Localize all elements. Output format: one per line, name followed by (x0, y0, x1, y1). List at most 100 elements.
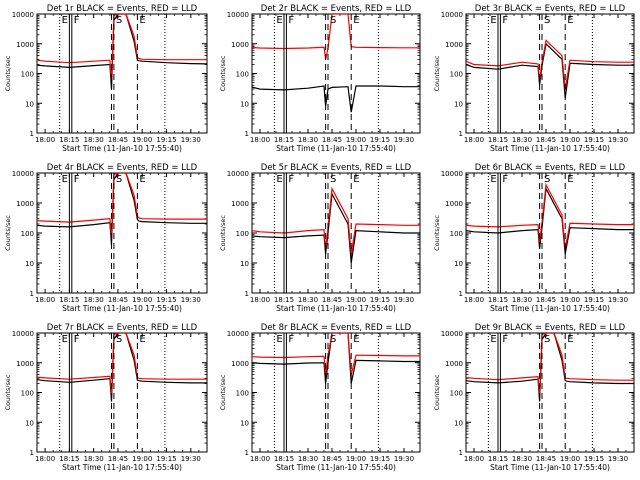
panel-title: Det 9r BLACK = Events, RED = LLD (475, 323, 626, 333)
x-axis-label: Start Time (11-Jan-10 17:55:40) (276, 463, 396, 472)
x-tick-label: 18:45 (108, 455, 128, 463)
y-tick-label: 10 (240, 100, 249, 108)
y-tick-label: 100 (450, 230, 463, 238)
y-tick-label: 1000 (231, 41, 249, 49)
y-tick-label: 1000 (231, 360, 249, 368)
y-axis-label: Counts/sec (433, 374, 441, 410)
plot-frame (465, 332, 635, 453)
y-tick-label: 100 (450, 390, 463, 398)
y-tick-label: 10000 (441, 11, 463, 19)
x-tick-label: 19:30 (608, 455, 628, 463)
x-tick-label: 18:45 (536, 296, 556, 304)
x-tick-label: 18:15 (274, 136, 294, 144)
x-tick-label: 18:00 (464, 455, 484, 463)
y-tick-label: 1 (245, 130, 249, 138)
marker-label: E (62, 174, 68, 185)
marker-label: F (74, 15, 80, 26)
y-tick-label: 10 (25, 419, 34, 427)
panel-title: Det 2r BLACK = Events, RED = LLD (261, 4, 412, 14)
detector-panel: Det 8r BLACK = Events, RED = LLD 1 10 100 10… (219, 323, 421, 472)
y-tick-label: 100 (21, 390, 34, 398)
plot-frame (36, 13, 208, 134)
y-tick-label: 10 (454, 260, 463, 268)
marker-label: F (502, 174, 508, 185)
y-axis-label: Counts/sec (219, 55, 227, 91)
marker-label: S (116, 334, 122, 345)
y-tick-label: 10 (454, 100, 463, 108)
x-tick-label: 18:45 (322, 136, 342, 144)
x-tick-label: 19:15 (156, 455, 176, 463)
x-axis-label: Start Time (11-Jan-10 17:55:40) (62, 463, 182, 472)
events-line (466, 186, 634, 255)
marker-label: S (330, 15, 336, 26)
marker-label: F (74, 174, 80, 185)
panel-title: Det 3r BLACK = Events, RED = LLD (475, 4, 626, 14)
lld-line (37, 333, 207, 396)
x-tick-label: 19:00 (560, 296, 580, 304)
marker-label: E (567, 15, 573, 26)
marker-label: E (62, 15, 68, 26)
x-tick-label: 19:30 (394, 136, 414, 144)
x-tick-label: 19:30 (608, 136, 628, 144)
marker-label: E (353, 174, 359, 185)
y-tick-label: 10000 (441, 330, 463, 338)
y-tick-label: 1 (245, 290, 249, 298)
marker-label: F (502, 334, 508, 345)
x-axis-label: Start Time (11-Jan-10 17:55:40) (276, 144, 396, 153)
marker-label: E (276, 15, 282, 26)
x-tick-label: 19:15 (370, 136, 390, 144)
lld-line (252, 14, 420, 60)
x-tick-label: 18:00 (35, 296, 55, 304)
x-tick-label: 18:00 (250, 455, 270, 463)
marker-label: E (353, 334, 359, 345)
x-tick-label: 18:30 (512, 136, 532, 144)
detector-panel: Det 4r BLACK = Events, RED = LLD 1 10 100 10… (4, 163, 208, 313)
x-tick-label: 19:30 (394, 296, 414, 304)
x-tick-label: 19:30 (608, 296, 628, 304)
y-tick-label: 10000 (227, 11, 249, 19)
x-tick-label: 18:45 (108, 136, 128, 144)
x-axis-label: Start Time (11-Jan-10 17:55:40) (62, 304, 182, 313)
x-tick-label: 18:45 (322, 296, 342, 304)
y-axis-label: Counts/sec (433, 55, 441, 91)
y-tick-label: 100 (236, 230, 249, 238)
lld-line (466, 39, 634, 90)
x-tick-label: 18:45 (108, 296, 128, 304)
y-axis-label: Counts/sec (4, 374, 12, 410)
events-line (37, 14, 207, 90)
x-tick-label: 18:00 (250, 296, 270, 304)
x-tick-label: 19:00 (346, 296, 366, 304)
y-tick-label: 1000 (445, 200, 463, 208)
marker-label: E (139, 334, 145, 345)
detector-panel: Det 1r BLACK = Events, RED = LLD 1 10 100 10… (4, 4, 208, 153)
y-tick-label: 1000 (445, 360, 463, 368)
y-tick-label: 1000 (445, 41, 463, 49)
panel-title: Det 6r BLACK = Events, RED = LLD (475, 163, 626, 173)
x-tick-label: 19:30 (181, 455, 201, 463)
marker-label: E (62, 334, 68, 345)
x-tick-label: 19:15 (156, 136, 176, 144)
x-tick-label: 18:15 (59, 455, 79, 463)
y-tick-label: 1000 (16, 41, 34, 49)
marker-label: E (490, 334, 496, 345)
y-axis-label: Counts/sec (4, 215, 12, 251)
x-tick-label: 18:00 (250, 136, 270, 144)
events-line (252, 191, 420, 264)
x-tick-label: 19:30 (181, 136, 201, 144)
marker-label: F (288, 174, 294, 185)
y-axis-label: Counts/sec (219, 374, 227, 410)
plot-frame (36, 332, 208, 453)
x-tick-label: 18:00 (35, 455, 55, 463)
x-tick-label: 19:00 (560, 136, 580, 144)
x-tick-label: 18:30 (298, 296, 318, 304)
x-tick-label: 19:15 (370, 455, 390, 463)
lld-line (466, 182, 634, 249)
x-tick-label: 18:30 (298, 455, 318, 463)
y-tick-label: 10000 (12, 170, 34, 178)
panel-title: Det 1r BLACK = Events, RED = LLD (47, 4, 198, 14)
x-tick-label: 19:00 (132, 136, 152, 144)
marker-label: F (74, 334, 80, 345)
events-line (37, 333, 207, 402)
plot-frame (465, 13, 635, 134)
